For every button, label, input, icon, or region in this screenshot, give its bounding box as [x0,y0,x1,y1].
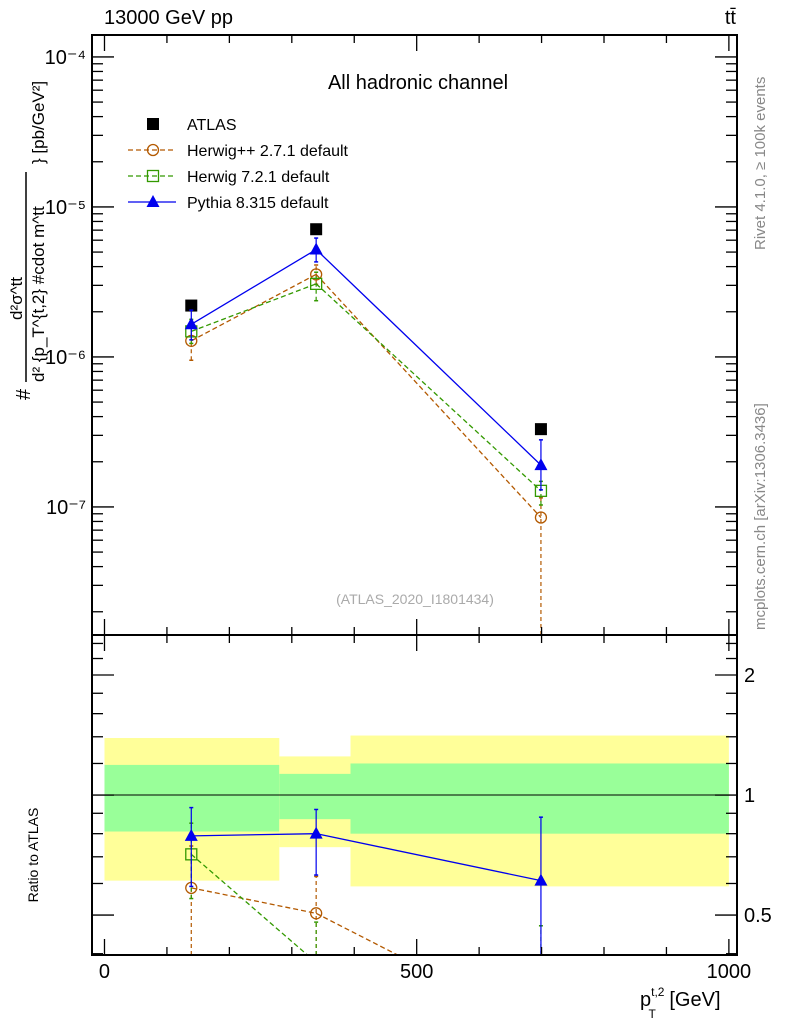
energy-label: 13000 GeV pp [104,7,233,29]
ratio-bands [104,735,729,887]
data-point-pythia [534,458,548,471]
uncertainty-band-inner [350,763,729,834]
data-point-herwigpp [534,511,548,524]
legend-marker-herwigpp [146,143,160,157]
series-line-pythia [191,833,542,882]
series-line-herwig7 [191,283,542,492]
data-point-pythia [309,242,323,255]
legend-marker-pythia [146,195,160,207]
mcplots-label: mcplots.cern.ch [arXiv:1306.3436] [752,403,769,630]
y-tick-label-main: 10⁻⁵ [45,197,86,219]
series-herwigpp [185,264,548,635]
data-point-herwigpp [310,268,323,281]
legend-label-herwigpp: Herwig++ 2.7.1 default [187,143,349,160]
y-tick-label-ratio: 1 [744,785,755,807]
analysis-watermark: (ATLAS_2020_I1801434) [336,591,494,607]
legend-label-herwig7: Herwig 7.2.1 default [187,169,330,186]
series-line-herwigpp [191,887,398,955]
data-point-pythia [309,826,323,839]
x-label-unit: [GeV] [664,989,721,1011]
data-point-atlas [310,223,323,236]
series-atlas [185,223,547,436]
data-point-atlas [185,299,198,312]
y-tick-label-main: 10⁻⁴ [45,47,86,69]
y-tick-label-ratio: 2 [744,665,755,687]
x-label-sup: t,2 [651,985,665,999]
legend-label-atlas: ATLAS [187,117,237,134]
axes: 0 500 1000 10⁻⁴ 10⁻⁵ 10⁻⁶ 10⁻⁷ 0.5 1 2 [45,35,772,983]
legend-marker-herwig7 [146,169,160,183]
data-point-herwig7 [310,277,323,290]
x-axis-label: pt,2 T [GeV] [640,985,721,1021]
data-point-atlas [534,423,547,436]
x-label-sub: T [648,1007,656,1021]
y-label-units: } [pb/GeV²] [29,81,48,164]
x-tick-label: 500 [400,961,433,983]
series-line-herwigpp [190,273,542,518]
series-herwigpp [185,845,398,955]
main-series [184,223,548,635]
series-line-herwig7 [190,853,308,955]
rivet-label: Rivet 4.1.0, ≥ 100k events [752,77,769,250]
legend-marker-atlas [147,118,159,130]
chart-title: All hadronic channel [328,72,508,94]
x-tick-label: 1000 [707,961,752,983]
x-tick-label: 0 [99,961,110,983]
series-line-pythia [190,248,542,466]
series-pythia [184,237,548,491]
data-point-pythia [534,873,548,886]
process-label: tt̄ [725,7,737,29]
series-herwig7 [185,271,548,506]
data-point-pythia [184,317,198,330]
uncertainty-band-inner [279,773,351,820]
ratio-frame [91,634,738,956]
y-label-denominator: d² {p_T^{t,2} #cdot m^tt [29,206,48,382]
x-label-p: p [640,989,651,1011]
y-axis-label-ratio: Ratio to ATLAS [25,808,41,903]
series-pythia [184,806,548,955]
legend-label-pythia: Pythia 8.315 default [187,195,329,212]
y-tick-label-main: 10⁻⁷ [46,497,86,519]
y-tick-label-ratio: 0.5 [744,905,772,927]
data-point-pythia [184,828,198,841]
data-point-herwigpp [310,907,323,920]
ratio-series [184,806,548,955]
legend: ATLAS Herwig++ 2.7.1 default Herwig 7.2.1 … [128,117,349,212]
y-tick-label-main: 10⁻⁶ [45,347,86,369]
y-label-numerator: d²σ^tt [7,277,26,320]
y-axis-label-main: # d²σ^tt d² {p_T^{t,2} #cdot m^tt } [pb/… [7,81,48,400]
y-label-hash: # [13,388,35,400]
uncertainty-band-inner [104,764,280,832]
